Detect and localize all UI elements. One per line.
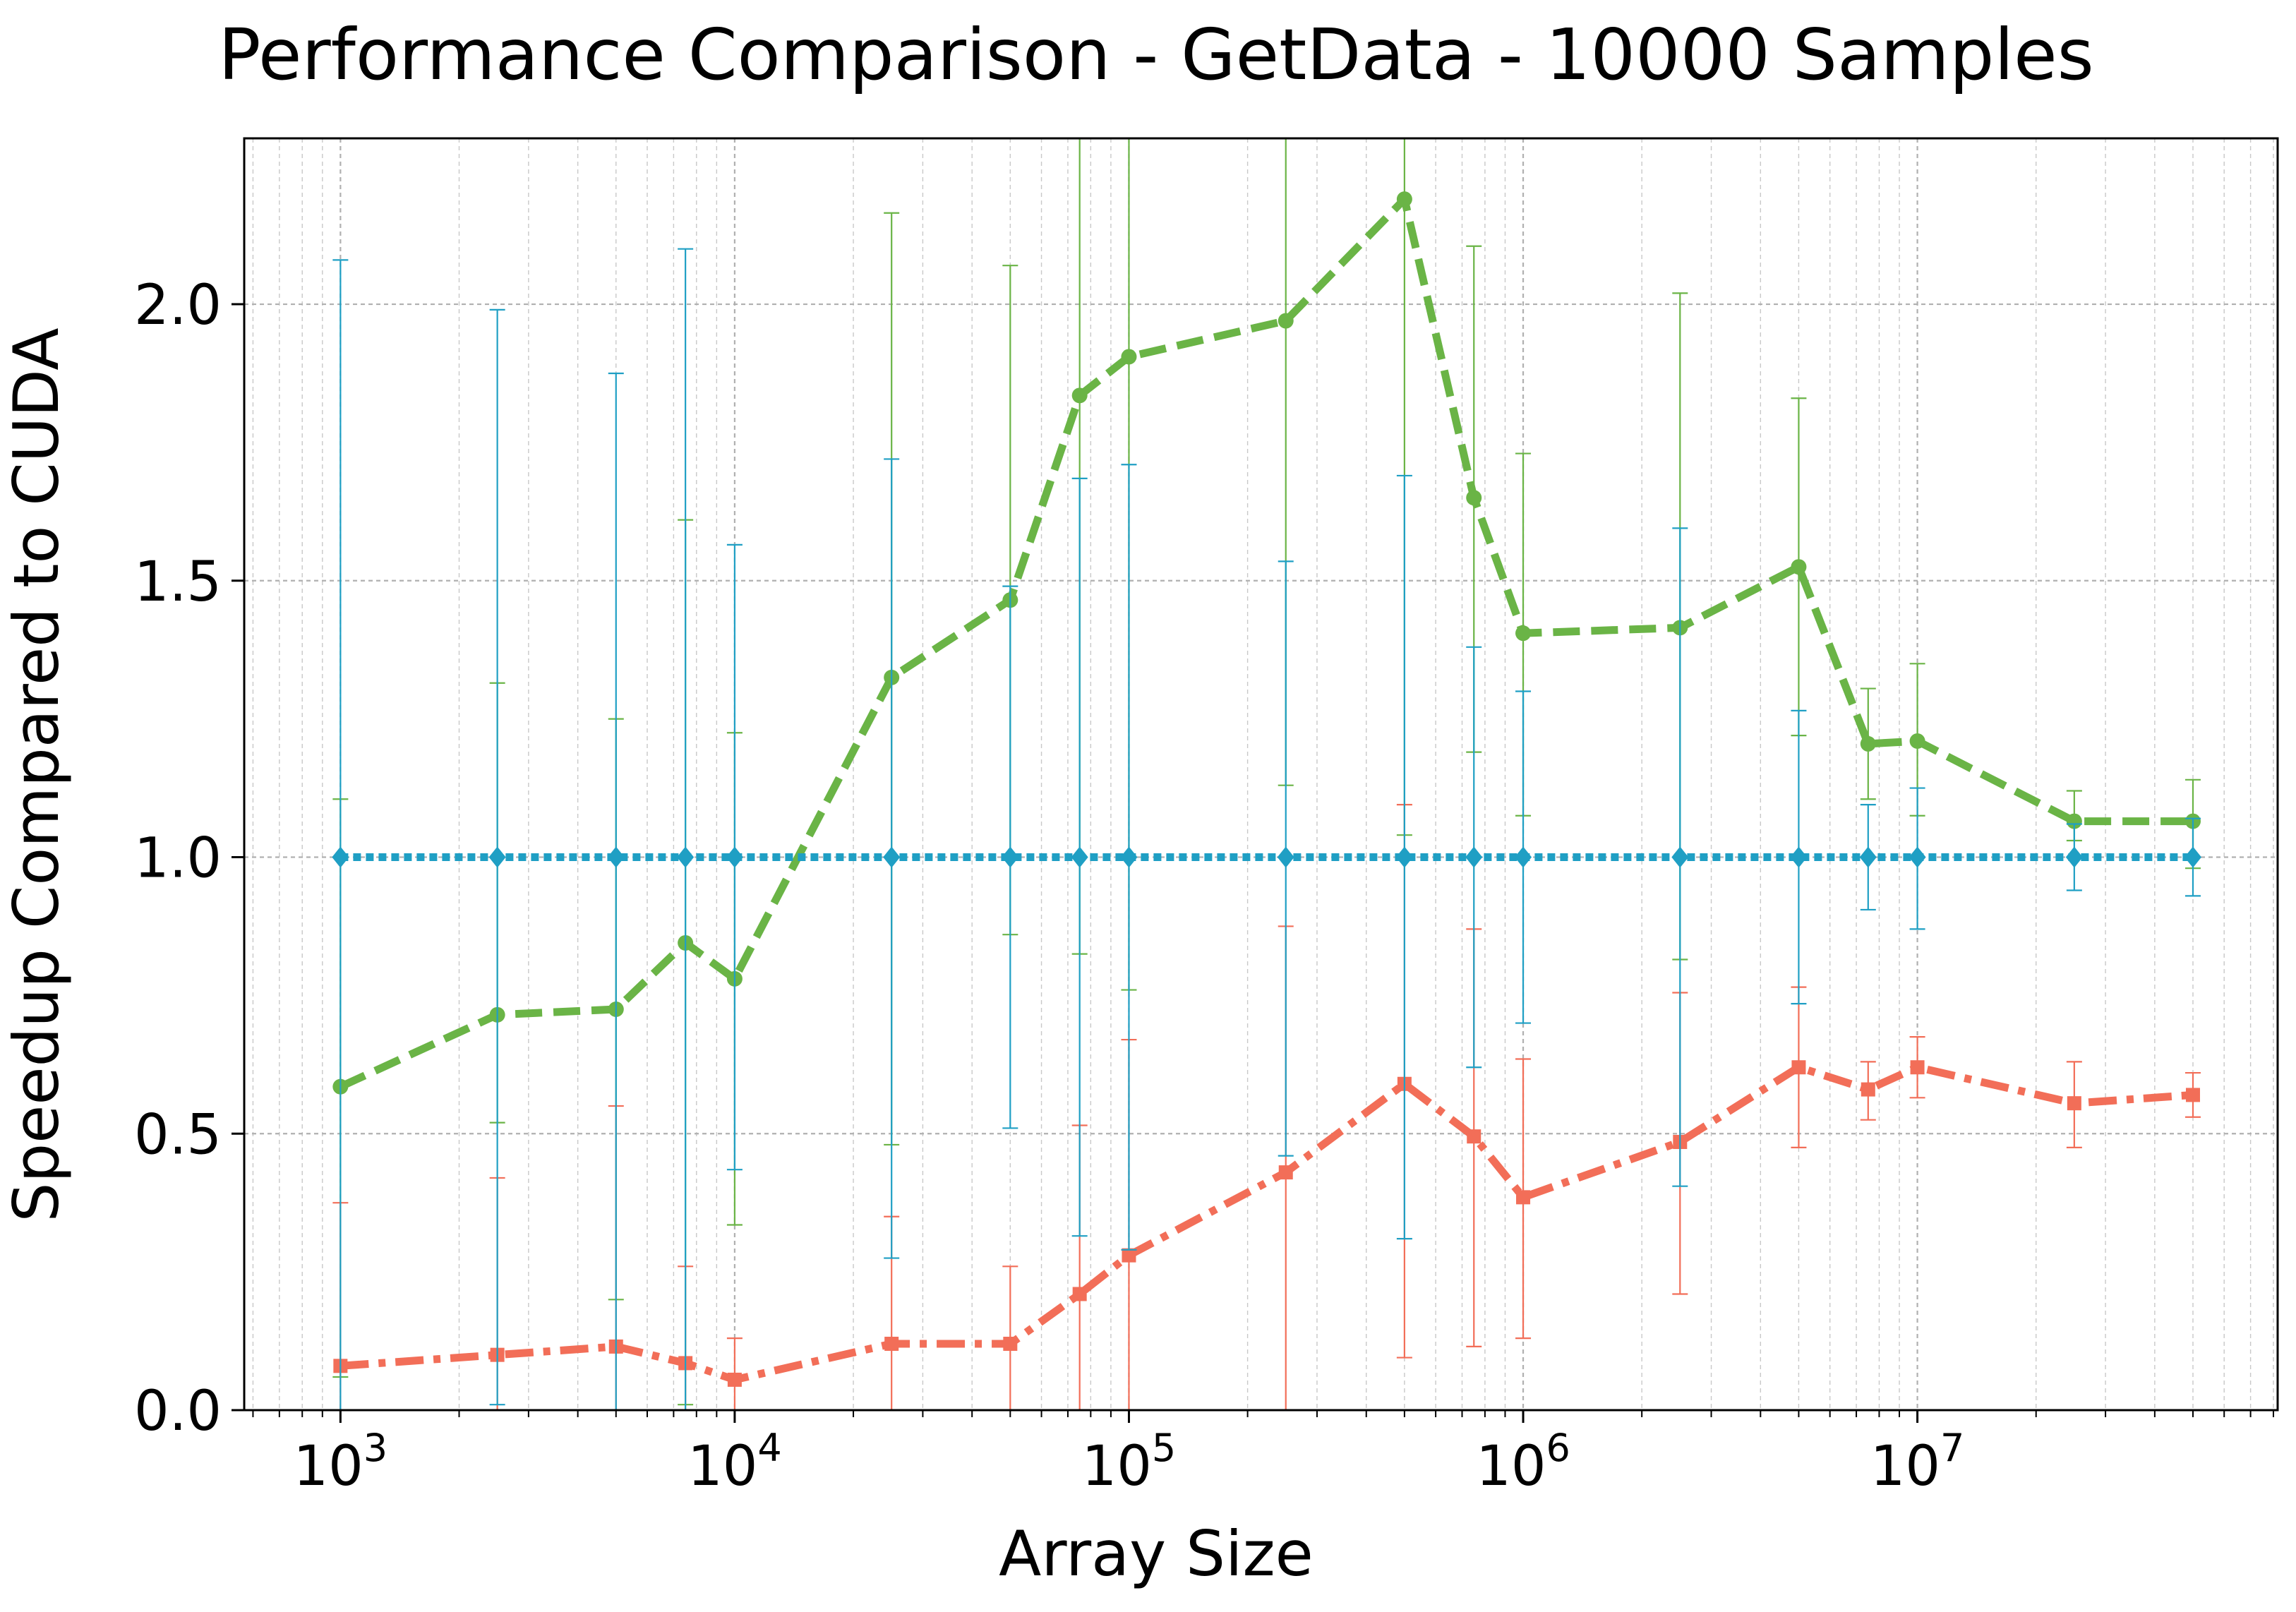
x-tick-label-exponent: 7 xyxy=(1940,1426,1964,1470)
data-point xyxy=(677,846,695,868)
data-point xyxy=(1910,1060,1925,1075)
data-point xyxy=(1466,490,1482,506)
data-point xyxy=(1395,846,1413,868)
data-point xyxy=(1671,846,1689,868)
x-tick-label-base: 10 xyxy=(687,1435,757,1498)
data-point xyxy=(2184,846,2201,868)
x-tick-label-exponent: 5 xyxy=(1152,1426,1176,1470)
data-point xyxy=(1278,1165,1293,1180)
data-point xyxy=(1122,1248,1136,1263)
data-point xyxy=(1791,1060,1806,1075)
data-point xyxy=(2065,846,2083,868)
y-tick-label: 2.0 xyxy=(134,274,222,337)
data-point xyxy=(2066,813,2082,829)
data-point xyxy=(1790,846,1808,868)
data-point xyxy=(2185,1088,2200,1102)
data-point xyxy=(1071,387,1088,404)
y-tick-label: 0.0 xyxy=(134,1380,222,1443)
x-tick-label-base: 10 xyxy=(1082,1435,1152,1498)
x-tick-label-exponent: 6 xyxy=(1546,1426,1570,1470)
data-point xyxy=(1515,625,1532,642)
data-point xyxy=(1859,846,1877,868)
plot-frame xyxy=(243,137,2279,1412)
x-tick-label: 106 xyxy=(1476,1426,1570,1498)
data-point xyxy=(1003,1336,1018,1351)
y-axis-label: Speedup Compared to CUDA xyxy=(0,327,73,1222)
data-point xyxy=(1516,1190,1531,1205)
x-tick-label-base: 10 xyxy=(294,1435,363,1498)
data-point xyxy=(607,846,625,868)
series xyxy=(332,248,2201,1410)
data-point xyxy=(884,1336,899,1351)
data-point xyxy=(1396,191,1412,207)
data-point xyxy=(883,846,901,868)
data-point xyxy=(1121,349,1137,365)
data-point xyxy=(1909,733,1925,749)
data-point xyxy=(1909,846,1926,868)
chart-title: Performance Comparison - GetData - 10000… xyxy=(218,13,2093,96)
plot-series xyxy=(332,138,2201,1410)
x-tick-label: 105 xyxy=(1082,1426,1177,1498)
data-point xyxy=(332,846,349,868)
data-point xyxy=(1277,846,1294,868)
x-tick-label: 103 xyxy=(294,1426,388,1498)
x-tick-label-exponent: 4 xyxy=(757,1426,781,1470)
x-tick-label: 104 xyxy=(687,1426,782,1498)
data-point xyxy=(1515,846,1532,868)
data-point xyxy=(488,846,506,868)
grid xyxy=(244,138,2278,1412)
data-point xyxy=(1002,846,1019,868)
data-point xyxy=(1861,1082,1875,1097)
x-tick-label-base: 10 xyxy=(1870,1435,1940,1498)
data-point xyxy=(1071,846,1088,868)
x-tick-label-exponent: 3 xyxy=(363,1426,387,1470)
data-point xyxy=(726,846,743,868)
y-tick-label: 1.5 xyxy=(134,551,222,614)
data-point xyxy=(2067,1096,2081,1111)
data-point xyxy=(1465,846,1483,868)
data-point xyxy=(1120,846,1138,868)
x-tick-label-base: 10 xyxy=(1476,1435,1546,1498)
x-tick-label: 107 xyxy=(1870,1426,1965,1498)
data-point xyxy=(1467,1129,1481,1144)
y-tick-label: 1.0 xyxy=(134,827,222,891)
data-point xyxy=(1791,559,1807,575)
data-point xyxy=(1072,1287,1087,1301)
x-axis-label: Array Size xyxy=(999,1517,1314,1590)
data-point xyxy=(727,1372,742,1387)
data-point xyxy=(1278,313,1294,329)
data-point xyxy=(1860,735,1876,752)
y-tick-label: 0.5 xyxy=(134,1103,222,1167)
